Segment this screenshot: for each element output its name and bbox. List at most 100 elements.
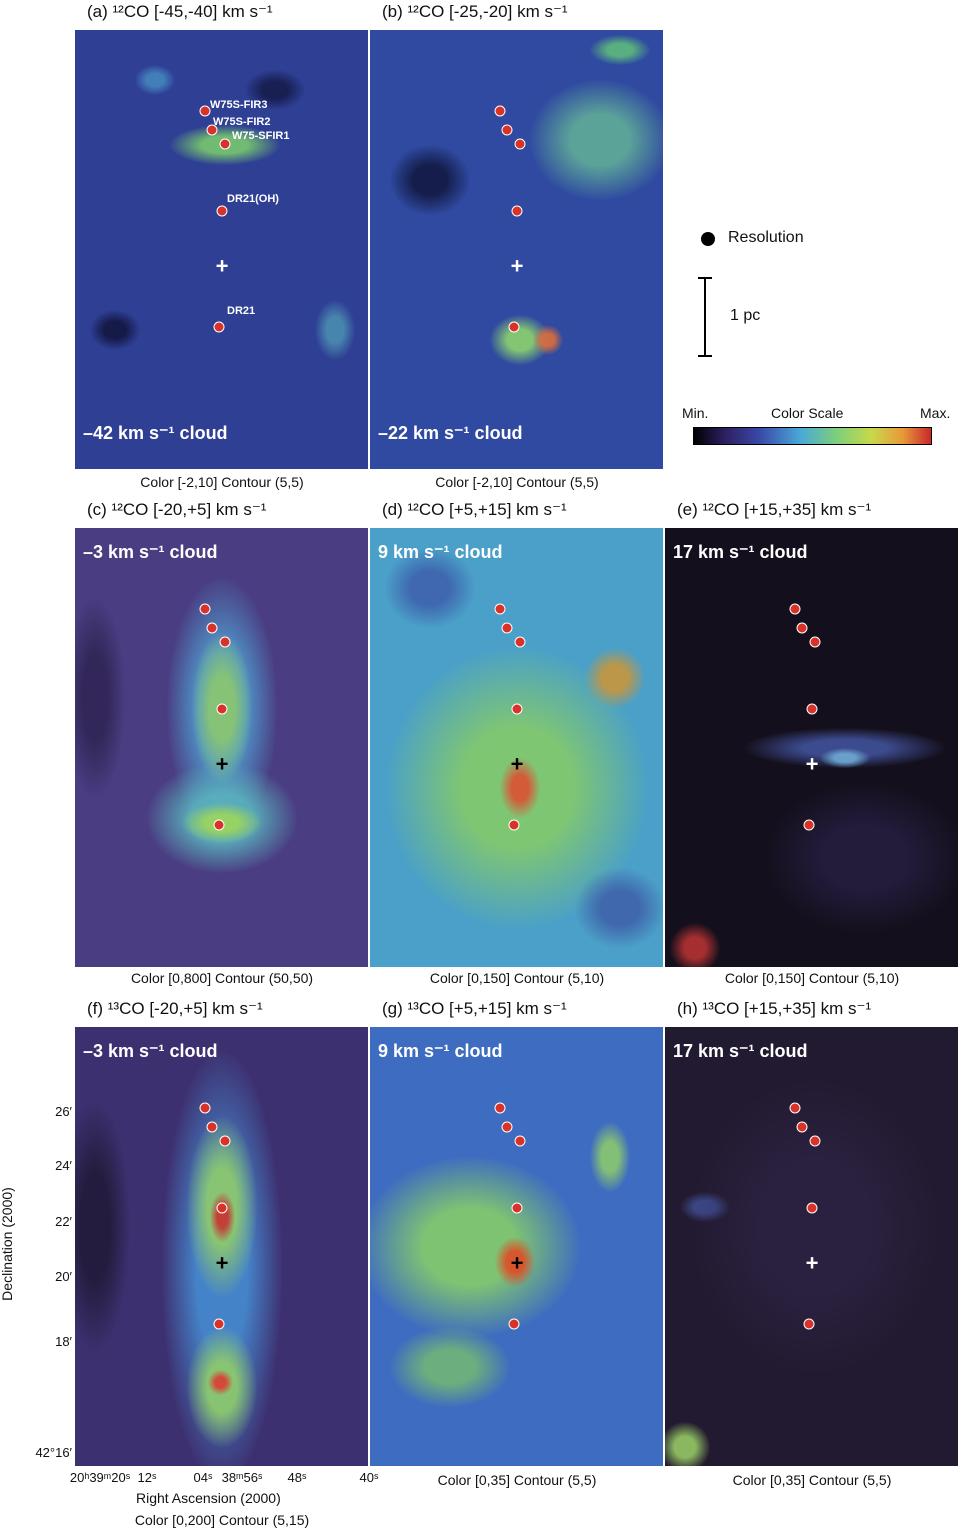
emission-region bbox=[385, 548, 475, 628]
y-axis-label: Declination (2000) bbox=[0, 1187, 15, 1301]
source-marker bbox=[219, 636, 231, 648]
source-marker bbox=[206, 124, 218, 136]
source-marker bbox=[494, 105, 506, 117]
source-marker bbox=[508, 819, 520, 831]
emission-region bbox=[590, 1122, 630, 1192]
panel-title: (f) ¹³CO [-20,+5] km s⁻¹ bbox=[87, 999, 263, 1018]
cloud-label: –22 km s⁻¹ cloud bbox=[378, 423, 523, 443]
source-marker bbox=[511, 703, 523, 715]
panel-title: (g) ¹³CO [+5,+15] km s⁻¹ bbox=[382, 999, 567, 1018]
source-marker bbox=[501, 124, 513, 136]
cloud-label: 17 km s⁻¹ cloud bbox=[673, 542, 808, 562]
emission-region bbox=[765, 783, 958, 933]
cloud-label: –3 km s⁻¹ cloud bbox=[83, 1041, 218, 1061]
source-marker bbox=[213, 819, 225, 831]
emission-region bbox=[820, 748, 870, 768]
map-panel: –3 km s⁻¹ cloud + bbox=[75, 1027, 368, 1466]
color-bar bbox=[693, 427, 932, 445]
center-cross: + bbox=[510, 751, 524, 777]
source-label: W75S-FIR2 bbox=[213, 116, 271, 128]
source-label: DR21(OH) bbox=[227, 193, 279, 205]
emission-region bbox=[670, 923, 720, 967]
source-marker bbox=[219, 1135, 231, 1147]
emission-region bbox=[209, 1192, 235, 1242]
source-marker bbox=[199, 1102, 211, 1114]
map-panel: 17 km s⁻¹ cloud + bbox=[665, 528, 958, 967]
source-marker bbox=[501, 1121, 513, 1133]
emission-region bbox=[533, 325, 563, 355]
source-marker bbox=[803, 1318, 815, 1330]
panel-title: (e) ¹²CO [+15,+35] km s⁻¹ bbox=[677, 500, 872, 519]
panel-caption: Color [0,150] Contour (5,10) bbox=[429, 970, 605, 986]
emission-region bbox=[90, 310, 140, 350]
source-marker bbox=[514, 138, 526, 150]
source-marker bbox=[796, 622, 808, 634]
source-marker bbox=[809, 636, 821, 648]
map-panel: 9 km s⁻¹ cloud + bbox=[370, 1027, 663, 1466]
panel-caption: Color [-2,10] Contour (5,5) bbox=[435, 474, 599, 490]
source-marker bbox=[206, 1121, 218, 1133]
map-panel: –22 km s⁻¹ cloud + bbox=[370, 30, 663, 469]
panel-title: (d) ¹²CO [+5,+15] km s⁻¹ bbox=[382, 500, 567, 519]
emission-region bbox=[495, 1237, 535, 1287]
cloud-label: 9 km s⁻¹ cloud bbox=[378, 1041, 503, 1061]
source-marker bbox=[494, 1102, 506, 1114]
center-cross: + bbox=[510, 1250, 524, 1276]
emission-region bbox=[690, 1077, 940, 1377]
emission-region bbox=[575, 868, 663, 948]
emission-region bbox=[245, 70, 305, 110]
source-marker bbox=[216, 703, 228, 715]
source-marker bbox=[806, 1202, 818, 1214]
scale-label: 1 pc bbox=[730, 307, 761, 324]
source-marker bbox=[508, 321, 520, 333]
cloud-label: 17 km s⁻¹ cloud bbox=[673, 1041, 808, 1061]
panel-caption: Color [-2,10] Contour (5,5) bbox=[140, 474, 304, 490]
center-cross: + bbox=[215, 751, 229, 777]
source-marker bbox=[213, 321, 225, 333]
color-label: Color Scale bbox=[771, 405, 844, 421]
center-cross: + bbox=[805, 751, 819, 777]
emission-region bbox=[390, 1327, 510, 1407]
source-marker bbox=[806, 703, 818, 715]
y-tick-label: 20′ bbox=[55, 1269, 72, 1284]
source-marker bbox=[796, 1121, 808, 1133]
map-panel: –3 km s⁻¹ cloud + bbox=[75, 528, 368, 967]
source-marker bbox=[514, 1135, 526, 1147]
source-marker bbox=[219, 138, 231, 150]
panel-title: (h) ¹³CO [+15,+35] km s⁻¹ bbox=[677, 999, 872, 1018]
scale-bar bbox=[698, 277, 712, 357]
emission-region bbox=[207, 1369, 233, 1395]
x-tick-label: 12ˢ bbox=[137, 1470, 157, 1485]
x-tick-label: 48ˢ bbox=[287, 1470, 307, 1485]
source-marker bbox=[511, 205, 523, 217]
source-marker bbox=[809, 1135, 821, 1147]
source-marker bbox=[789, 1102, 801, 1114]
emission-region bbox=[370, 1157, 580, 1337]
cloud-label: 9 km s⁻¹ cloud bbox=[378, 542, 503, 562]
y-tick-label: 42°16′ bbox=[35, 1445, 72, 1460]
source-marker bbox=[514, 636, 526, 648]
panel-caption: Color [0,200] Contour (5,15) bbox=[134, 1512, 310, 1528]
source-label: DR21 bbox=[227, 305, 256, 317]
cloud-label: –42 km s⁻¹ cloud bbox=[83, 423, 228, 443]
panel-caption: Color [0,35] Contour (5,5) bbox=[732, 1472, 892, 1488]
source-label: W75S-FIR3 bbox=[210, 99, 268, 111]
panel-title: (c) ¹²CO [-20,+5] km s⁻¹ bbox=[87, 500, 267, 519]
source-marker bbox=[803, 819, 815, 831]
map-panel: 9 km s⁻¹ cloud + bbox=[370, 528, 663, 967]
emission-region bbox=[75, 1102, 130, 1352]
emission-region bbox=[135, 65, 175, 95]
emission-region bbox=[390, 145, 470, 215]
emission-region bbox=[315, 300, 355, 360]
source-marker bbox=[199, 603, 211, 615]
y-tick-label: 22′ bbox=[55, 1214, 72, 1229]
panel-title: (a) ¹²CO [-45,-40] km s⁻¹ bbox=[87, 2, 273, 21]
x-tick-label: 38ᵐ56ˢ bbox=[221, 1470, 263, 1485]
map-panel: 17 km s⁻¹ cloud + bbox=[665, 1027, 958, 1466]
panel-caption: Color [0,35] Contour (5,5) bbox=[437, 1472, 597, 1488]
source-marker bbox=[494, 603, 506, 615]
color-min: Min. bbox=[682, 405, 709, 421]
x-axis-label: Right Ascension (2000) bbox=[136, 1490, 281, 1506]
emission-region bbox=[590, 35, 650, 65]
